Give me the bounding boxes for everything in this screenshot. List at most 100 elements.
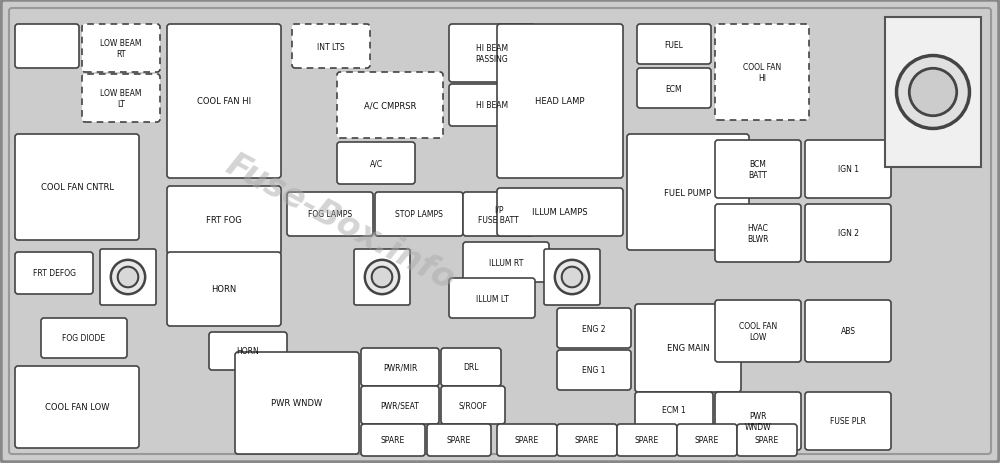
FancyBboxPatch shape bbox=[805, 300, 891, 362]
FancyBboxPatch shape bbox=[715, 300, 801, 362]
FancyBboxPatch shape bbox=[361, 424, 425, 456]
Circle shape bbox=[555, 260, 589, 294]
FancyBboxPatch shape bbox=[100, 250, 156, 305]
Text: A/C CMPRSR: A/C CMPRSR bbox=[364, 101, 416, 110]
Text: SPARE: SPARE bbox=[575, 436, 599, 444]
FancyBboxPatch shape bbox=[677, 424, 737, 456]
Text: SPARE: SPARE bbox=[447, 436, 471, 444]
FancyBboxPatch shape bbox=[557, 424, 617, 456]
FancyBboxPatch shape bbox=[337, 143, 415, 185]
Text: FOG LAMPS: FOG LAMPS bbox=[308, 210, 352, 219]
FancyBboxPatch shape bbox=[463, 243, 549, 282]
Text: ECM: ECM bbox=[666, 84, 682, 94]
FancyBboxPatch shape bbox=[41, 319, 127, 358]
FancyBboxPatch shape bbox=[82, 75, 160, 123]
Text: FUSE PLR: FUSE PLR bbox=[830, 417, 866, 425]
Text: STOP LAMPS: STOP LAMPS bbox=[395, 210, 443, 219]
FancyBboxPatch shape bbox=[557, 350, 631, 390]
Circle shape bbox=[909, 69, 957, 117]
FancyBboxPatch shape bbox=[449, 85, 535, 127]
FancyBboxPatch shape bbox=[715, 141, 801, 199]
FancyBboxPatch shape bbox=[635, 304, 741, 392]
FancyBboxPatch shape bbox=[449, 278, 535, 319]
FancyBboxPatch shape bbox=[441, 348, 501, 386]
FancyBboxPatch shape bbox=[463, 193, 534, 237]
Text: SPARE: SPARE bbox=[695, 436, 719, 444]
Text: BCM
BATT: BCM BATT bbox=[749, 160, 767, 179]
Text: IGN 2: IGN 2 bbox=[838, 229, 858, 238]
FancyBboxPatch shape bbox=[82, 25, 160, 73]
FancyBboxPatch shape bbox=[354, 250, 410, 305]
Text: ABS: ABS bbox=[840, 327, 856, 336]
FancyBboxPatch shape bbox=[557, 308, 631, 348]
Text: INT LTS: INT LTS bbox=[317, 43, 345, 51]
FancyBboxPatch shape bbox=[167, 187, 281, 255]
Text: COOL FAN LOW: COOL FAN LOW bbox=[45, 403, 109, 412]
Circle shape bbox=[372, 267, 392, 288]
Text: ECM 1: ECM 1 bbox=[662, 406, 686, 414]
Text: PWR/SEAT: PWR/SEAT bbox=[381, 400, 419, 410]
Text: ILLUM RT: ILLUM RT bbox=[489, 258, 523, 267]
Text: HVAC
BLWR: HVAC BLWR bbox=[747, 224, 769, 243]
FancyBboxPatch shape bbox=[235, 352, 359, 454]
Circle shape bbox=[365, 260, 399, 294]
Text: SPARE: SPARE bbox=[635, 436, 659, 444]
FancyBboxPatch shape bbox=[635, 392, 713, 428]
FancyBboxPatch shape bbox=[292, 25, 370, 69]
Text: S/ROOF: S/ROOF bbox=[459, 400, 487, 410]
Text: COOL FAN CNTRL: COOL FAN CNTRL bbox=[41, 183, 114, 192]
Text: ENG MAIN: ENG MAIN bbox=[667, 344, 709, 353]
FancyBboxPatch shape bbox=[637, 25, 711, 65]
FancyBboxPatch shape bbox=[617, 424, 677, 456]
Text: ENG 1: ENG 1 bbox=[582, 366, 606, 375]
Text: PWR
WNDW: PWR WNDW bbox=[745, 412, 771, 431]
FancyBboxPatch shape bbox=[497, 188, 623, 237]
FancyBboxPatch shape bbox=[627, 135, 749, 250]
FancyBboxPatch shape bbox=[15, 252, 93, 294]
Text: COOL FAN HI: COOL FAN HI bbox=[197, 97, 251, 106]
Circle shape bbox=[111, 260, 145, 294]
Text: DRL: DRL bbox=[463, 363, 479, 372]
Text: FUEL PUMP: FUEL PUMP bbox=[664, 188, 712, 197]
FancyBboxPatch shape bbox=[805, 141, 891, 199]
Text: HI BEAM: HI BEAM bbox=[476, 101, 508, 110]
Text: HORN: HORN bbox=[237, 347, 259, 356]
FancyBboxPatch shape bbox=[15, 366, 139, 448]
FancyBboxPatch shape bbox=[361, 386, 439, 424]
Text: HORN: HORN bbox=[211, 285, 237, 294]
Text: PWR/MIR: PWR/MIR bbox=[383, 363, 417, 372]
Text: SPARE: SPARE bbox=[515, 436, 539, 444]
FancyBboxPatch shape bbox=[15, 135, 139, 240]
FancyBboxPatch shape bbox=[737, 424, 797, 456]
Text: LOW BEAM
LT: LOW BEAM LT bbox=[100, 89, 142, 108]
FancyBboxPatch shape bbox=[427, 424, 491, 456]
Text: LOW BEAM
RT: LOW BEAM RT bbox=[100, 39, 142, 59]
FancyBboxPatch shape bbox=[805, 205, 891, 263]
FancyBboxPatch shape bbox=[9, 9, 991, 454]
FancyBboxPatch shape bbox=[715, 392, 801, 450]
Text: FUEL: FUEL bbox=[665, 40, 683, 50]
FancyBboxPatch shape bbox=[209, 332, 287, 370]
FancyBboxPatch shape bbox=[441, 386, 505, 424]
Text: ENG 2: ENG 2 bbox=[582, 324, 606, 333]
Text: HEAD LAMP: HEAD LAMP bbox=[535, 97, 585, 106]
Circle shape bbox=[562, 267, 582, 288]
Text: ILLUM LAMPS: ILLUM LAMPS bbox=[532, 208, 588, 217]
FancyBboxPatch shape bbox=[715, 205, 801, 263]
FancyBboxPatch shape bbox=[167, 25, 281, 179]
FancyBboxPatch shape bbox=[497, 424, 557, 456]
FancyBboxPatch shape bbox=[715, 25, 809, 121]
Circle shape bbox=[118, 267, 138, 288]
Text: FRT FOG: FRT FOG bbox=[206, 216, 242, 225]
FancyBboxPatch shape bbox=[361, 348, 439, 386]
Circle shape bbox=[897, 56, 969, 129]
FancyBboxPatch shape bbox=[805, 392, 891, 450]
Text: IGN 1: IGN 1 bbox=[838, 165, 858, 174]
Text: ILLUM LT: ILLUM LT bbox=[476, 294, 508, 303]
Text: A/C: A/C bbox=[369, 159, 383, 168]
FancyBboxPatch shape bbox=[287, 193, 373, 237]
Text: FRT DEFOG: FRT DEFOG bbox=[33, 269, 76, 278]
Text: HI BEAM
PASSING: HI BEAM PASSING bbox=[476, 44, 508, 63]
FancyBboxPatch shape bbox=[375, 193, 463, 237]
Text: SPARE: SPARE bbox=[755, 436, 779, 444]
